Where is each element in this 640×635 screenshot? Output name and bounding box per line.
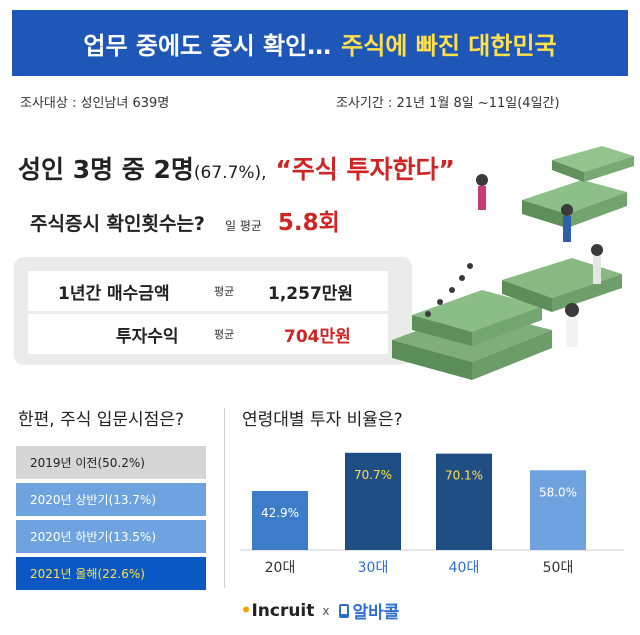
check-value: 5.8회: [277, 210, 340, 236]
survey-target: 조사대상 : 성인남녀 639명: [20, 96, 170, 111]
stat-value: 1,257만원: [268, 283, 354, 304]
age-bar-value-label: 42.9%: [261, 506, 299, 520]
albacall-logo: 알바콜: [338, 598, 399, 623]
age-bar-chart: 42.9% 20대 70.7% 30대 70.1% 40대 58.0% 50대: [240, 452, 624, 576]
entry-item: 2020년 하반기(13.5%): [16, 520, 206, 553]
stat-row-purchase: 1년간 매수금액 평균 1,257만원: [28, 271, 388, 311]
age-bar: [345, 452, 401, 550]
age-section-title: 연령대별 투자 비율은?: [242, 410, 403, 430]
age-bar: [252, 491, 308, 550]
entry-item: 2020년 상반기(13.7%): [16, 483, 206, 516]
entry-item: 2021년 올해(22.6%): [16, 557, 206, 590]
headline-pct: (67.7%),: [193, 163, 267, 183]
survey-period: 조사기간 : 21년 1월 8일 ~11일(4일간): [336, 96, 560, 111]
money-stack-illustration: [392, 146, 634, 380]
stat-value: 704만원: [284, 326, 351, 347]
entry-item: 2019년 이전(50.2%): [16, 446, 206, 479]
age-bar: [436, 453, 492, 550]
age-category-label: 20대: [265, 560, 296, 576]
age-category-label: 50대: [543, 560, 574, 576]
age-bar-value-label: 70.1%: [445, 469, 483, 483]
stat-label: 투자수익: [116, 326, 179, 347]
banner-title-part1: 업무 중에도 증시 확인…: [83, 31, 332, 60]
title-banner: 업무 중에도 증시 확인… 주식에 빠진 대한민국: [12, 10, 628, 76]
check-label: 일 평균: [224, 219, 262, 233]
age-category-label: 30대: [358, 560, 389, 576]
headline-quote: “주식 투자한다”: [275, 155, 455, 184]
stat-row-profit: 투자수익 평균 704만원: [28, 314, 388, 354]
check-question: 주식증시 확인횟수는?: [30, 213, 205, 235]
footer-separator: x: [322, 603, 330, 618]
money-stack-icon: [392, 146, 634, 380]
stats-panel: 1년간 매수금액 평균 1,257만원 투자수익 평균 704만원: [14, 257, 412, 365]
headline: 성인 3명 중 2명(67.7%), “주식 투자한다”: [18, 150, 455, 186]
investor-figures-icon: [425, 174, 603, 347]
age-category-label: 40대: [449, 560, 480, 576]
stat-avg-label: 평균: [214, 285, 235, 298]
banner-title-part2: 주식에 빠진 대한민국: [341, 31, 557, 60]
age-bar-value-label: 70.7%: [354, 468, 392, 482]
check-frequency: 주식증시 확인횟수는? 일 평균 5.8회: [30, 203, 340, 237]
entry-section-title: 한편, 주식 입문시점은?: [18, 410, 184, 430]
phone-icon: [338, 603, 349, 618]
headline-main: 성인 3명 중 2명: [18, 155, 194, 184]
incruit-logo: •Incruit: [240, 600, 315, 621]
footer: •Incruit x 알바콜: [0, 598, 640, 624]
age-bar-value-label: 58.0%: [539, 485, 577, 499]
age-bar: [530, 470, 586, 550]
section-divider: [224, 408, 225, 588]
stat-avg-label: 평균: [214, 328, 235, 341]
stat-label: 1년간 매수금액: [58, 283, 170, 304]
